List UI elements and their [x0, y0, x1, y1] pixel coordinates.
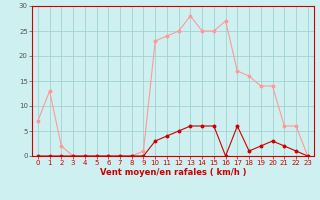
X-axis label: Vent moyen/en rafales ( km/h ): Vent moyen/en rafales ( km/h ) [100, 168, 246, 177]
